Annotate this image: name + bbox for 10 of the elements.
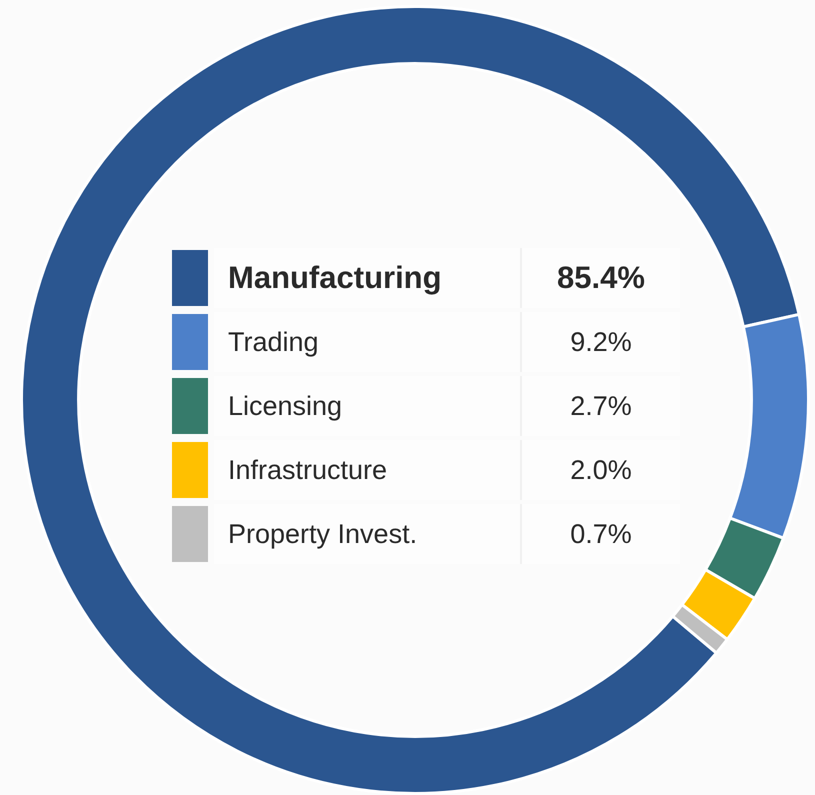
data-label: 9.2%	[522, 312, 680, 372]
data-label: 2.0%	[522, 440, 680, 500]
legend-label: Licensing	[214, 376, 522, 436]
data-label: 0.7%	[522, 504, 680, 564]
data-label: 85.4%	[522, 248, 680, 308]
legend-label: Infrastructure	[214, 440, 522, 500]
legend-label: Property Invest.	[214, 504, 522, 564]
legend-label: Manufacturing	[214, 248, 522, 308]
legend-label: Trading	[214, 312, 522, 372]
data-label: 2.7%	[522, 376, 680, 436]
